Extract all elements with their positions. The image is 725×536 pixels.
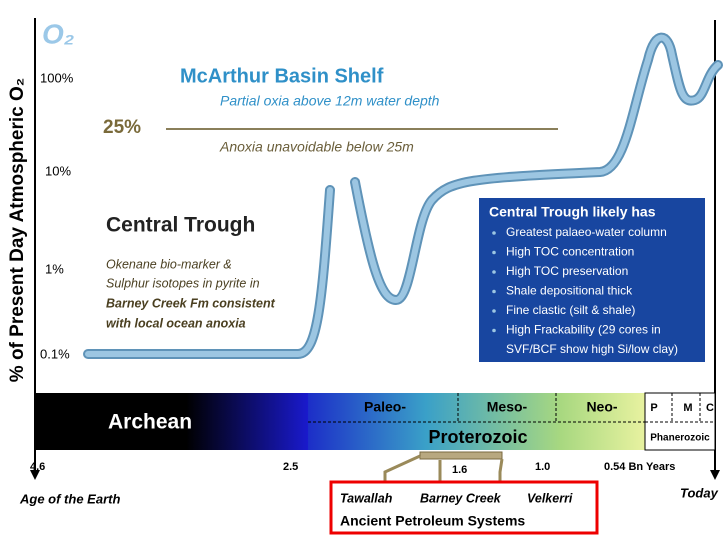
age: 2.5 xyxy=(283,461,298,473)
era: M xyxy=(683,402,692,414)
bullet xyxy=(492,289,496,294)
arrow xyxy=(710,470,720,480)
bullet xyxy=(492,250,496,255)
box-title: Central Trough likely has xyxy=(489,204,656,220)
bullet xyxy=(492,231,496,235)
box-item: High Frackability (29 cores in xyxy=(506,323,661,337)
y-tick: 100% xyxy=(40,70,74,85)
y-tick: 10% xyxy=(45,163,71,178)
trough-title: Central Trough xyxy=(106,214,255,237)
petroleum-box xyxy=(329,480,599,535)
shelf-subtitle: Partial oxia above 12m water depth xyxy=(220,93,440,109)
arrow xyxy=(30,470,40,480)
shelf-title: McArthur Basin Shelf xyxy=(180,65,384,87)
era: P xyxy=(650,402,657,414)
era: Meso- xyxy=(487,399,528,415)
y-tick: 0.1% xyxy=(40,346,70,361)
age: 4.6 xyxy=(30,461,45,473)
archean-band xyxy=(35,393,310,450)
petroleum-title: Ancient Petroleum Systems xyxy=(340,513,525,529)
range-bar xyxy=(419,451,503,460)
oxygen-curve xyxy=(83,32,723,359)
trough-line: Barney Creek Fm consistent xyxy=(106,296,276,310)
age: 0.54 Bn Years xyxy=(604,461,675,473)
eon: Archean xyxy=(108,411,192,434)
o2-symbol: O₂ xyxy=(42,18,74,49)
box-item: Shale depositional thick xyxy=(506,284,633,298)
eon: Proterozoic xyxy=(428,427,527,447)
box-item: SVF/BCF show high Si/low clay) xyxy=(506,342,678,356)
y-axis-label: % of Present Day Atmospheric O₂ xyxy=(7,78,28,382)
bullet xyxy=(492,270,496,274)
bullet xyxy=(492,309,496,313)
box-item: Greatest palaeo-water column xyxy=(506,225,667,239)
depth-note: Anoxia unavoidable below 25m xyxy=(219,139,414,155)
age: 1.0 xyxy=(535,461,550,473)
info-box xyxy=(479,198,705,362)
system: Tawallah xyxy=(340,491,393,505)
eon: Phanerozoic xyxy=(650,433,710,444)
bullet xyxy=(492,328,496,333)
trough-line: Sulphur isotopes in pyrite in xyxy=(106,276,260,290)
era: Paleo- xyxy=(364,399,406,415)
trough-line: Okenane bio-marker & xyxy=(106,257,232,271)
system: Barney Creek xyxy=(420,491,502,505)
trough-line: with local ocean anoxia xyxy=(106,316,246,330)
system: Velkerri xyxy=(527,491,573,505)
y-tick: 1% xyxy=(45,261,64,276)
age: 1.6 xyxy=(452,464,467,476)
era: C xyxy=(706,402,714,414)
box-item: High TOC concentration xyxy=(506,245,634,259)
box-item: High TOC preservation xyxy=(506,264,628,278)
box-item: Fine clastic (silt & shale) xyxy=(506,303,635,317)
start-label: Age of the Earth xyxy=(19,491,120,506)
era: Neo- xyxy=(586,399,617,415)
end-label: Today xyxy=(680,485,719,500)
depth-label: 25% xyxy=(103,117,141,138)
